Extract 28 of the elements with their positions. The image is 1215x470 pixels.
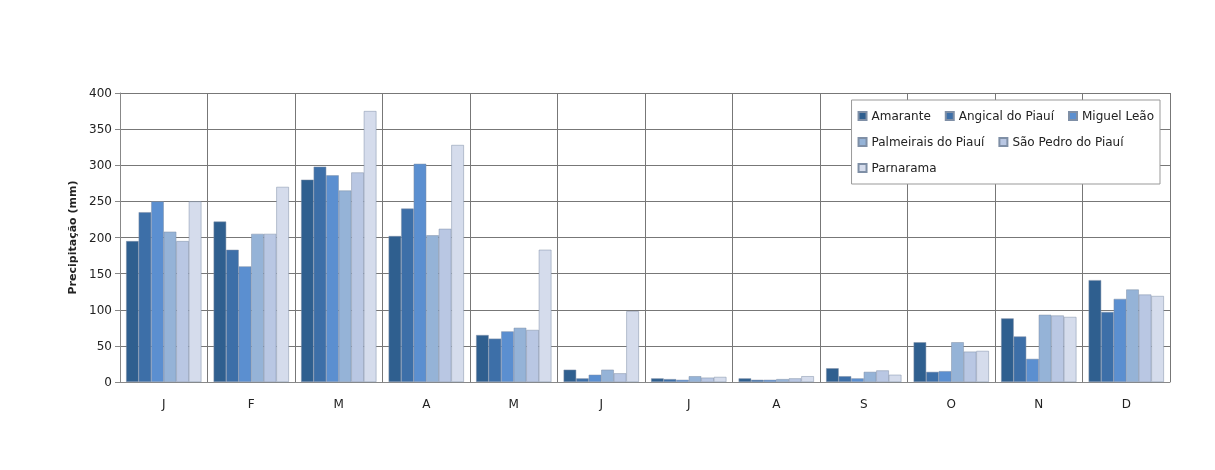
x-tick-label: J bbox=[160, 397, 166, 411]
x-tick-label: D bbox=[1121, 397, 1131, 411]
x-tick-label: O bbox=[946, 397, 956, 411]
x-tick-label: J bbox=[598, 397, 604, 411]
y-tick-label: 400 bbox=[89, 86, 112, 100]
x-tick-label: F bbox=[247, 397, 255, 411]
legend-label: Palmeirais do Piauí bbox=[871, 135, 986, 149]
x-tick-label: N bbox=[1034, 397, 1044, 411]
x-tick-label: J bbox=[685, 397, 691, 411]
x-tick-label: M bbox=[508, 397, 519, 411]
x-tick-label: A bbox=[772, 397, 782, 411]
legend-label: Parnarama bbox=[871, 161, 937, 175]
x-tick-label: M bbox=[333, 397, 344, 411]
y-tick-label: 150 bbox=[89, 266, 112, 281]
y-tick-label: 50 bbox=[96, 338, 112, 353]
y-tick-label: 200 bbox=[89, 230, 112, 245]
legend-label: São Pedro do Piauí bbox=[1012, 135, 1125, 149]
y-tick-label: 350 bbox=[89, 122, 112, 137]
legend-label: Angical do Piauí bbox=[958, 109, 1055, 123]
legend-label: Amarante bbox=[871, 109, 931, 123]
y-tick-label: 300 bbox=[89, 158, 112, 173]
legend-label: Miguel Leão bbox=[1082, 109, 1155, 123]
x-tick-label: S bbox=[859, 397, 868, 411]
x-tick-label: A bbox=[422, 397, 432, 411]
y-tick-label: 0 bbox=[104, 375, 112, 389]
y-tick-label: 100 bbox=[89, 302, 112, 317]
y-tick-label: 250 bbox=[89, 194, 112, 209]
y-axis-title: Precipitação (mm) bbox=[66, 180, 80, 295]
